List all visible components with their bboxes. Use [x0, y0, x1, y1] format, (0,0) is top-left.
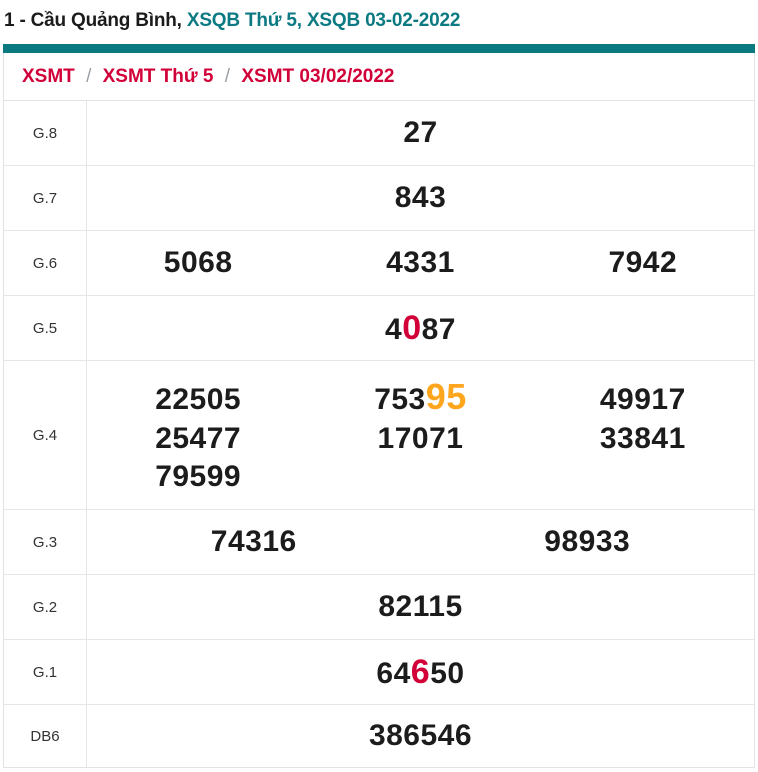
prize-number: 4331 [386, 246, 455, 279]
table-row: G.6 5068 4331 7942 [4, 230, 755, 296]
prize-digit-plain: 753 [374, 383, 426, 416]
prize-digit-plain: 64 [376, 656, 411, 690]
prize-number: 49917 [599, 383, 686, 416]
prize-digit-plain: 50 [430, 656, 465, 690]
breadcrumb-separator: / [86, 66, 92, 87]
prize-number: 7942 [608, 246, 678, 279]
result-card: XSMT / XSMT Thứ 5 / XSMT 03/02/2022 G.8 … [3, 44, 755, 768]
prize-number: 33841 [599, 422, 686, 455]
prize-values-g6: 5068 4331 7942 [87, 231, 755, 296]
prize-label-g6: G.6 [4, 230, 87, 296]
prize-digit-highlight: 6 [410, 652, 431, 691]
prize-number: 17071 [377, 422, 464, 455]
table-row: G.3 74316 98933 [4, 509, 755, 575]
prize-results-table: G.8 27 G.7 843 G.6 [4, 101, 754, 767]
table-row: G.2 82115 [4, 574, 755, 640]
breadcrumb: XSMT / XSMT Thứ 5 / XSMT 03/02/2022 [4, 53, 754, 101]
page-title: 1 - Cầu Quảng Bình, XSQB Thứ 5, XSQB 03-… [0, 0, 758, 30]
prize-label-g7: G.7 [4, 165, 87, 231]
page-title-plain: 1 - Cầu Quảng Bình, [4, 10, 182, 31]
table-row: DB6 386546 [4, 704, 755, 768]
prize-number: 82115 [378, 590, 463, 623]
table-row: G.4 22505 75395 49917 25477 17071 33841 [4, 360, 755, 510]
prize-number: 64650 [87, 653, 754, 692]
prize-number: 74316 [210, 525, 297, 558]
prize-number: 25477 [155, 422, 242, 455]
prize-values-g1: 64650 [87, 640, 755, 705]
prize-values-g5: 4087 [87, 296, 755, 361]
table-row: G.8 27 [4, 101, 754, 166]
prize-number: 27 [403, 116, 438, 149]
table-row: G.7 843 [4, 165, 755, 231]
prize-number: 4087 [87, 309, 754, 348]
prize-values-g4: 22505 75395 49917 25477 17071 33841 7959… [87, 361, 755, 510]
prize-number: 843 [394, 181, 447, 214]
prize-values-db6: 386546 [87, 705, 755, 768]
table-row: G.1 64650 [4, 639, 755, 705]
prize-digit-plain: 87 [421, 312, 456, 346]
prize-label-db6: DB6 [4, 704, 87, 767]
prize-number: 386546 [368, 719, 473, 752]
prize-values-g8: 27 [87, 101, 755, 166]
prize-digit-highlight: 95 [425, 376, 467, 417]
prize-label-g5: G.5 [4, 295, 87, 361]
prize-number: 79599 [155, 460, 242, 493]
prize-number: 98933 [544, 525, 631, 558]
page-title-accent[interactable]: XSQB Thứ 5, XSQB 03-02-2022 [181, 10, 461, 31]
prize-label-g4: G.4 [4, 360, 87, 510]
prize-number: 5068 [163, 246, 233, 279]
prize-values-g7: 843 [87, 166, 755, 231]
prize-label-g2: G.2 [4, 574, 87, 640]
prize-digit-plain: 4 [385, 312, 403, 346]
prize-values-g2: 82115 [87, 575, 755, 640]
prize-label-g8: G.8 [4, 101, 87, 166]
breadcrumb-item-region[interactable]: XSMT [22, 66, 75, 87]
prize-number: 22505 [155, 383, 242, 416]
breadcrumb-item-date[interactable]: XSMT 03/02/2022 [241, 66, 395, 87]
breadcrumb-separator: / [224, 66, 231, 87]
prize-label-g1: G.1 [4, 639, 87, 705]
prize-values-g3: 74316 98933 [87, 510, 755, 575]
card-top-accent-bar [3, 44, 755, 53]
prize-label-g3: G.3 [4, 509, 87, 575]
prize-digit-highlight: 0 [402, 308, 422, 347]
table-row: G.5 4087 [4, 295, 755, 361]
breadcrumb-item-weekday[interactable]: XSMT Thứ 5 [102, 66, 214, 87]
prize-number: 75395 [309, 376, 531, 418]
